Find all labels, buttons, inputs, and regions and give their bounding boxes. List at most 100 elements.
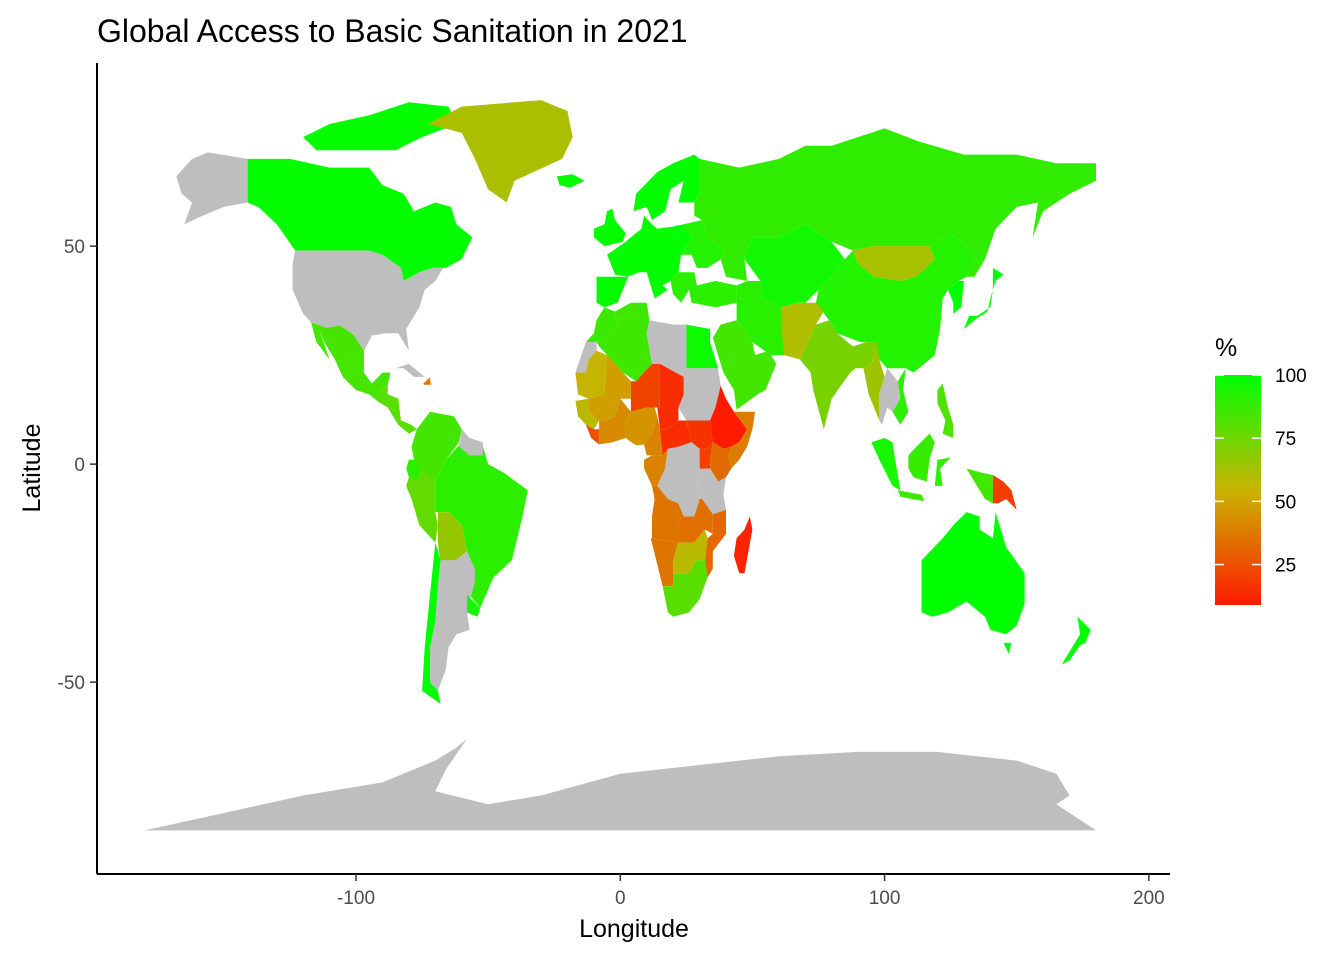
region-ukraine-belarus — [681, 220, 726, 268]
region-sierra-leone-liberia — [585, 424, 600, 445]
legend-ticks: 100 75 50 25 — [1215, 366, 1307, 577]
region-vietnam-cambodia — [892, 368, 909, 425]
region-greenland — [427, 100, 573, 203]
x-tick-label: 0 — [615, 888, 626, 909]
region-senegal-guinea — [575, 398, 600, 430]
y-tick-label: -50 — [58, 673, 85, 694]
x-tick-label: 200 — [1133, 888, 1165, 909]
y-tick-label: 50 — [64, 237, 85, 258]
region-mexico — [311, 322, 391, 401]
region-morocco — [585, 307, 618, 343]
region-mozambique — [704, 509, 726, 578]
region-peru — [406, 468, 438, 543]
region-central-america — [377, 385, 417, 434]
x-tick-label: -100 — [337, 888, 375, 909]
region-dr-congo — [657, 442, 700, 517]
region-cameroon — [644, 416, 663, 456]
region-namibia — [650, 538, 679, 587]
x-tick-label: 100 — [869, 888, 901, 909]
region-japan — [963, 267, 1004, 329]
region-central-asia — [744, 224, 845, 308]
region-malaysia-sumatra — [871, 438, 901, 491]
color-legend: % 100 75 50 25 — [1215, 334, 1307, 605]
region-tanzania — [696, 468, 726, 515]
region-egypt — [686, 324, 719, 369]
region-south-africa — [662, 560, 708, 617]
region-mongolia — [852, 246, 935, 281]
region-bolivia — [437, 512, 467, 565]
region-russia — [694, 128, 1096, 281]
region-algeria-tunisia — [596, 302, 652, 382]
x-axis-ticks: -100 0 100 200 — [337, 874, 1165, 909]
region-brazil — [435, 442, 528, 608]
region-thailand-laos — [879, 368, 901, 425]
region-papua-new-guinea — [992, 475, 1017, 510]
legend-colorbar — [1215, 375, 1261, 605]
region-canada — [247, 158, 473, 281]
region-new-zealand — [1061, 616, 1091, 665]
legend-tick-label: 50 — [1275, 492, 1296, 513]
legend-tick-label: 25 — [1275, 556, 1296, 577]
region-haiti — [423, 377, 431, 385]
region-guianas — [459, 429, 483, 456]
region-libya — [646, 320, 687, 377]
y-axis-ticks: 50 0 -50 — [58, 237, 97, 694]
y-axis-title: Latitude — [18, 424, 46, 513]
region-alaska — [176, 152, 248, 225]
region-paraguay — [456, 551, 475, 582]
region-chad — [657, 363, 684, 430]
region-britain-ireland — [593, 208, 626, 247]
region-iceland — [556, 174, 585, 188]
region-india — [800, 320, 877, 430]
region-colombia-venezuela — [411, 411, 462, 482]
region-australia — [921, 512, 1025, 635]
region-cote-d-ivoire-burkina — [599, 398, 631, 445]
region-mauritania — [575, 350, 608, 399]
y-tick-label: 0 — [74, 455, 85, 476]
region-zambia-malawi — [678, 499, 713, 543]
region-mali — [588, 355, 631, 421]
region-philippines — [937, 383, 954, 438]
region-angola — [652, 485, 684, 543]
chart-title: Global Access to Basic Sanitation in 202… — [97, 13, 688, 49]
region-chile — [422, 542, 441, 704]
region-tasmania — [1003, 642, 1012, 654]
region-new-guinea-west — [966, 468, 993, 504]
legend-tick-label: 75 — [1275, 429, 1296, 450]
region-ethiopia — [710, 385, 748, 449]
region-afghanistan-pakistan — [781, 302, 824, 360]
region-caucasus-iran — [736, 281, 787, 356]
region-argentina — [430, 560, 475, 691]
region-scandinavia — [633, 154, 700, 220]
region-western-europe — [596, 215, 692, 308]
region-madagascar — [733, 516, 753, 574]
region-sudan — [678, 368, 721, 421]
region-gabon-congo — [644, 448, 668, 486]
legend-title: % — [1215, 334, 1237, 362]
region-botswana-zimbabwe — [673, 529, 708, 574]
region-java — [897, 490, 925, 502]
region-nigeria — [625, 407, 658, 446]
region-western-sahara — [575, 342, 597, 373]
map-regions — [144, 100, 1097, 831]
region-kenya — [710, 442, 732, 482]
region-uganda — [699, 442, 713, 469]
region-somalia — [728, 411, 756, 469]
region-canadian-arctic — [303, 102, 457, 151]
region-arabia — [712, 320, 777, 410]
x-axis-title: Longitude — [579, 915, 689, 943]
region-antarctica — [144, 738, 1097, 831]
region-uruguay — [467, 594, 481, 617]
region-ecuador — [406, 459, 423, 482]
region-central-african-rep — [659, 420, 692, 456]
region-borneo — [908, 433, 935, 482]
region-balkans-turkey — [670, 272, 737, 308]
region-cuba — [395, 363, 425, 377]
region-niger — [630, 363, 660, 412]
region-korea — [948, 281, 964, 314]
region-united-states — [292, 250, 444, 351]
legend-tick-label: 100 — [1275, 366, 1307, 387]
region-south-sudan — [686, 420, 713, 449]
region-china — [815, 233, 978, 373]
